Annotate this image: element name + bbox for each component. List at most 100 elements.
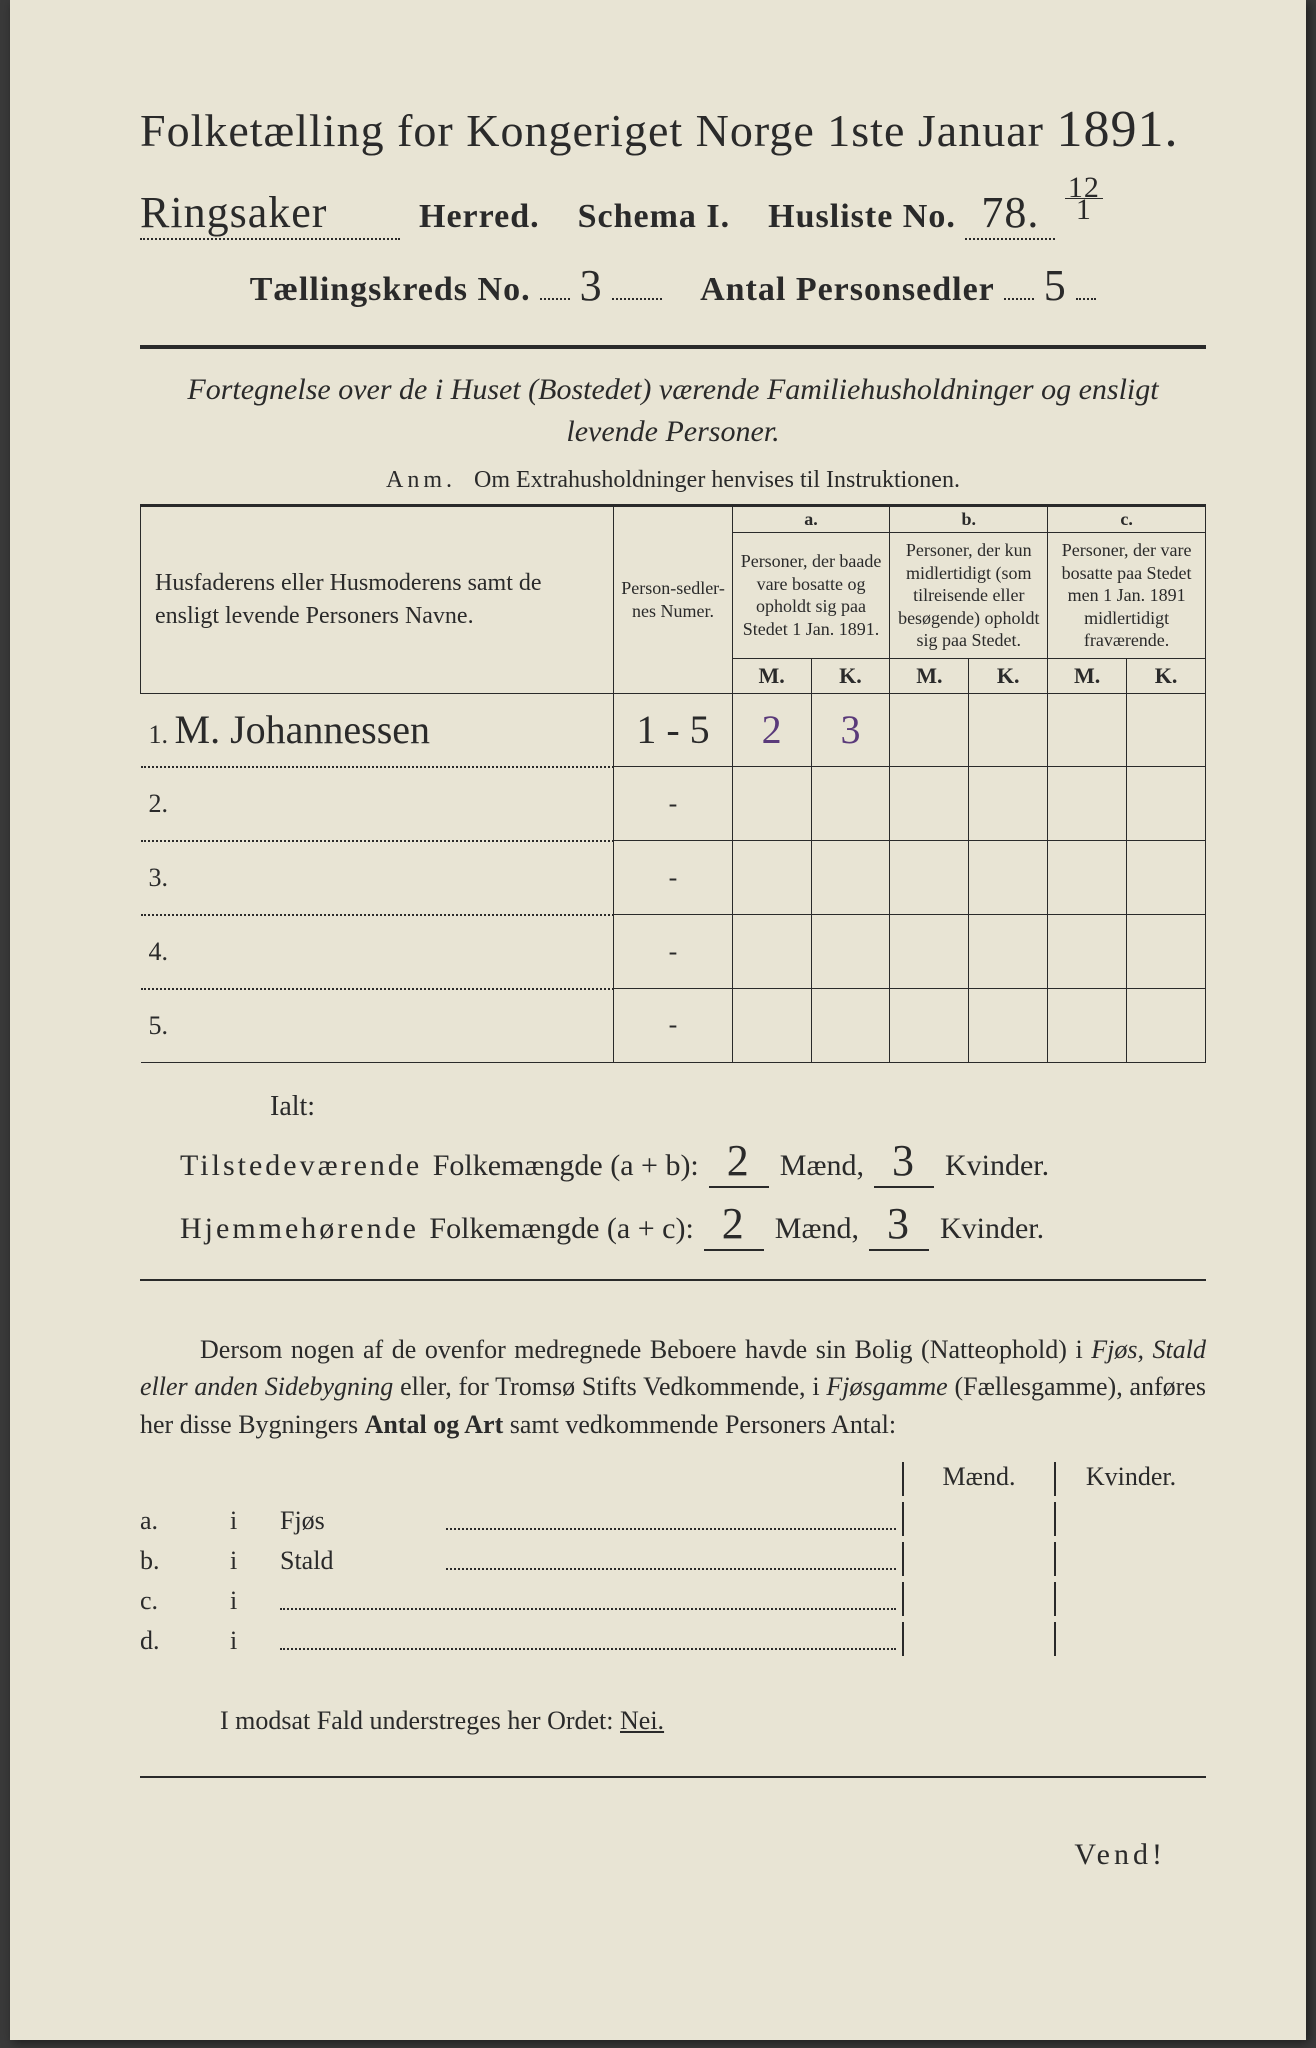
divider-2 <box>140 1279 1206 1281</box>
b-k <box>1054 1542 1206 1576</box>
col-b-label: b. <box>890 506 1048 533</box>
h-kvinder: 3 <box>869 1198 929 1251</box>
totals-line-1: Tilstedeværende Folkemængde (a + b): 2 M… <box>180 1135 1206 1188</box>
b-k <box>1054 1502 1206 1536</box>
tilstede-formula: Folkemængde (a + b): <box>433 1149 699 1182</box>
row-name: M. Johannessen <box>175 706 431 753</box>
col-c-k: K. <box>1127 658 1206 693</box>
col-a-k: K. <box>811 658 890 693</box>
col-c-text: Personer, der vare bosatte paa Stedet me… <box>1048 533 1206 659</box>
b-m <box>902 1622 1054 1656</box>
b-m <box>902 1582 1054 1616</box>
row-pid: - <box>614 841 732 915</box>
row-num: 4. <box>149 937 169 966</box>
b-dots <box>446 1568 896 1570</box>
b-k <box>1054 1622 1206 1656</box>
building-row: d. i <box>140 1622 1206 1656</box>
building-row: a. i Fjøs <box>140 1502 1206 1536</box>
col-c-m: M. <box>1048 658 1127 693</box>
col-a-label: a. <box>732 506 890 533</box>
antal-label: Antal Personsedler <box>700 271 995 308</box>
herred-handwritten: Ringsaker <box>140 187 400 240</box>
col-b-m: M. <box>890 658 969 693</box>
maend-label: Mænd, <box>780 1149 864 1182</box>
herred-label: Herred. <box>410 198 540 235</box>
b-dots <box>280 1648 896 1650</box>
building-list: Mænd. Kvinder. a. i Fjøs b. i Stald <box>140 1462 1206 1656</box>
b-letter: d. <box>140 1626 230 1656</box>
maend-label2: Mænd, <box>775 1212 859 1245</box>
ialt-label: Ialt: <box>270 1091 1206 1123</box>
title-text: Folketælling for Kongeriget Norge 1ste J… <box>140 105 1044 156</box>
census-form-page: Folketælling for Kongeriget Norge 1ste J… <box>10 0 1306 2040</box>
tilstede-label: Tilstedeværende <box>180 1149 422 1182</box>
row-num: 5. <box>149 1011 169 1040</box>
husliste-label: Husliste No. <box>768 198 956 235</box>
anm-label: Anm. <box>386 467 456 493</box>
b-name: Fjøs <box>280 1506 440 1536</box>
nei-word: Nei. <box>620 1706 664 1735</box>
h-maend: 2 <box>704 1198 764 1251</box>
col-a-text: Personer, der baade vare bosatte og opho… <box>732 533 890 659</box>
b-name: Stald <box>280 1546 440 1576</box>
hdr-kvinder: Kvinder. <box>1054 1462 1206 1496</box>
row-pid: 1 - 5 <box>636 706 709 753</box>
b-i: i <box>230 1546 280 1576</box>
census-table: Husfaderens eller Husmoderens samt de en… <box>140 504 1206 1063</box>
divider-1 <box>140 345 1206 349</box>
hjemme-label: Hjemmehørende <box>180 1212 419 1245</box>
b-letter: b. <box>140 1546 230 1576</box>
b-i: i <box>230 1506 280 1536</box>
col-b-k: K. <box>969 658 1048 693</box>
table-row: 4. - <box>141 915 1206 989</box>
husliste-fraction: 12 1 <box>1065 177 1103 220</box>
husliste-no: 78. <box>965 187 1055 240</box>
col-person: Person-sedler-nes Numer. <box>614 506 732 694</box>
kreds-no: 3 <box>580 260 603 311</box>
hjemme-formula: Folkemængde (a + c): <box>429 1212 693 1245</box>
header-line-3: Tællingskreds No. 3 Antal Personsedler 5 <box>140 260 1206 311</box>
b-m <box>902 1542 1054 1576</box>
b-k <box>1054 1582 1206 1616</box>
table-row: 2. - <box>141 767 1206 841</box>
row-num: 1. <box>149 720 169 749</box>
t-kvinder: 3 <box>874 1135 934 1188</box>
census-table-wrap: Husfaderens eller Husmoderens samt de en… <box>140 504 1206 1063</box>
kvinder-label2: Kvinder. <box>940 1212 1044 1245</box>
nei-text: I modsat Fald understreges her Ordet: <box>220 1706 614 1735</box>
antal-no: 5 <box>1044 260 1067 311</box>
building-row: b. i Stald <box>140 1542 1206 1576</box>
header-line-2: Ringsaker Herred. Schema I. Husliste No.… <box>140 177 1206 240</box>
b-dots <box>280 1608 896 1610</box>
title-year: 1891. <box>1056 101 1178 158</box>
table-row: 5. - <box>141 989 1206 1063</box>
vend-label: Vend! <box>140 1838 1166 1872</box>
row-pid: - <box>614 915 732 989</box>
row-am: 2 <box>762 706 782 753</box>
nei-line: I modsat Fald understreges her Ordet: Ne… <box>140 1706 1206 1736</box>
anm-line: Anm. Om Extrahusholdninger henvises til … <box>140 467 1206 494</box>
b-dots <box>446 1528 896 1530</box>
table-row: 1. M. Johannessen 1 - 5 2 3 <box>141 693 1206 767</box>
main-title: Folketælling for Kongeriget Norge 1ste J… <box>140 100 1206 159</box>
anm-text: Om Extrahusholdninger henvises til Instr… <box>474 467 960 493</box>
building-row: c. i <box>140 1582 1206 1616</box>
b-i: i <box>230 1626 280 1656</box>
b-letter: a. <box>140 1506 230 1536</box>
row-num: 2. <box>149 789 169 818</box>
row-ak: 3 <box>840 706 860 753</box>
building-header: Mænd. Kvinder. <box>140 1462 1206 1496</box>
hdr-maend: Mænd. <box>902 1462 1054 1496</box>
divider-3 <box>140 1776 1206 1778</box>
schema-label: Schema I. <box>578 198 731 235</box>
b-letter: c. <box>140 1586 230 1616</box>
paragraph: Dersom nogen af de ovenfor medregnede Be… <box>140 1331 1206 1444</box>
col-c-label: c. <box>1048 506 1206 533</box>
kvinder-label: Kvinder. <box>945 1149 1049 1182</box>
col-name: Husfaderens eller Husmoderens samt de en… <box>141 506 614 694</box>
subtitle: Fortegnelse over de i Huset (Bostedet) v… <box>180 369 1166 453</box>
t-maend: 2 <box>709 1135 769 1188</box>
b-m <box>902 1502 1054 1536</box>
row-pid: - <box>614 767 732 841</box>
row-num: 3. <box>149 863 169 892</box>
